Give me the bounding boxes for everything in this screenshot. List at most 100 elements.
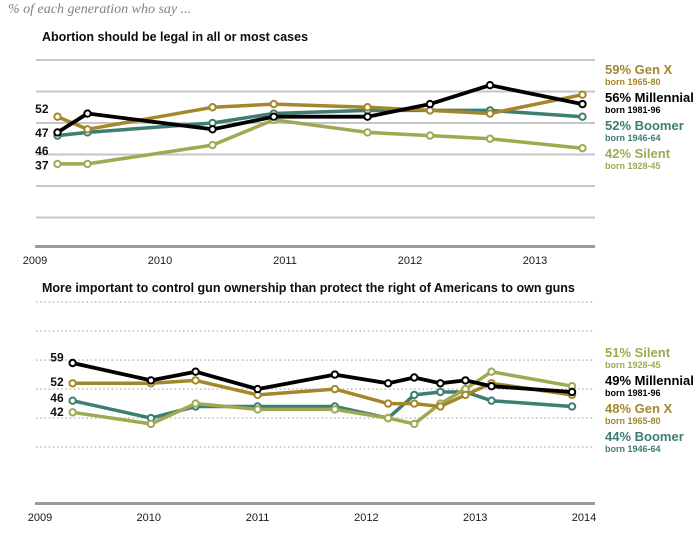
page-subtitle: % of each generation who say ...: [8, 2, 192, 17]
data-point-marker: [578, 112, 587, 121]
data-point-marker: [330, 370, 340, 379]
series-start-value-label: 46: [50, 391, 64, 405]
legend-entry-silent: 51% Silent born 1928-45: [605, 345, 697, 371]
legend-label: 51% Silent: [605, 345, 671, 360]
legend-label: 44% Boomer: [605, 429, 684, 444]
data-point-marker: [253, 384, 262, 394]
x-tick-label: 2011: [273, 255, 297, 267]
data-point-marker: [485, 134, 495, 143]
data-point-marker: [410, 390, 419, 400]
legend-label: 42% Silent: [605, 146, 671, 161]
legend-label: 49% Millennial: [605, 373, 694, 388]
legend-entry-boomer: 44% Boomer born 1946-64: [605, 429, 697, 455]
series-start-value-label: 59: [50, 351, 64, 365]
data-point-marker: [191, 376, 200, 385]
legend-abortion-chart: 59% Gen X born 1965-80 56% Millennial bo…: [605, 63, 697, 175]
x-tick-label: 2009: [28, 512, 52, 524]
series-line-silent: [55, 118, 585, 166]
series-start-value-label: 52: [50, 375, 64, 389]
data-point-marker: [191, 367, 200, 376]
data-point-marker: [425, 99, 435, 109]
legend-born-range: born 1946-64: [605, 133, 661, 143]
data-point-marker: [68, 408, 77, 417]
legend-born-range: born 1946-64: [605, 444, 661, 454]
data-point-marker: [436, 379, 445, 388]
x-tick-label: 2013: [463, 512, 487, 524]
data-point-marker: [146, 376, 156, 385]
x-tick-label: 2010: [137, 512, 161, 524]
data-point-marker: [363, 128, 372, 137]
chart-title-abortion: Abortion should be legal in all or most …: [42, 30, 309, 44]
legend-entry-boomer: 52% Boomer born 1946-64: [605, 118, 697, 144]
legend-label: 48% Gen X: [605, 401, 673, 416]
data-point-marker: [436, 387, 445, 397]
legend-born-range: born 1928-45: [605, 161, 661, 171]
data-point-marker: [330, 384, 340, 394]
data-point-marker: [383, 379, 393, 388]
legend-label: 56% Millennial: [605, 90, 694, 105]
data-point-marker: [53, 128, 62, 137]
data-point-marker: [146, 419, 156, 429]
data-point-marker: [461, 390, 470, 400]
data-point-marker: [578, 99, 587, 109]
data-point-marker: [330, 405, 340, 414]
data-point-marker: [383, 413, 393, 423]
data-point-marker: [487, 396, 496, 405]
data-point-marker: [191, 399, 200, 408]
series-line-boomer: [55, 108, 585, 138]
legend-label: 59% Gen X: [605, 62, 673, 77]
data-point-marker: [53, 159, 62, 169]
legend-entry-silent: 42% Silent born 1928-45: [605, 146, 697, 172]
series-start-value-label: 37: [35, 158, 49, 172]
data-point-marker: [425, 131, 435, 140]
x-tick-label: 2013: [523, 255, 547, 267]
series-start-value-label: 42: [50, 405, 64, 419]
legend-label: 52% Boomer: [605, 118, 684, 133]
data-point-marker: [253, 405, 262, 414]
x-tick-label: 2010: [148, 255, 172, 267]
data-point-marker: [567, 387, 577, 397]
data-point-marker: [68, 379, 77, 388]
series-start-value-label: 52: [35, 102, 49, 116]
data-point-marker: [68, 358, 77, 368]
legend-born-range: born 1965-80: [605, 77, 661, 87]
legend-entry-genx: 48% Gen X born 1965-80: [605, 401, 697, 427]
series-line-millennial: [55, 83, 585, 135]
series-start-value-label: 46: [35, 144, 49, 158]
data-point-marker: [208, 103, 217, 112]
data-point-marker: [436, 402, 445, 411]
data-point-marker: [53, 112, 62, 121]
data-point-marker: [410, 419, 419, 429]
x-tick-label: 2009: [23, 255, 47, 267]
legend-born-range: born 1981-96: [605, 388, 661, 398]
data-point-marker: [485, 109, 495, 118]
data-point-marker: [410, 399, 419, 408]
data-point-marker: [578, 90, 587, 99]
x-tick-label: 2011: [246, 512, 270, 524]
data-point-marker: [83, 125, 92, 134]
legend-entry-millennial: 49% Millennial born 1981-96: [605, 373, 697, 399]
data-point-marker: [83, 159, 92, 169]
legend-gun-chart: 51% Silent born 1928-45 49% Millennial b…: [605, 346, 697, 458]
series-start-value-label: 47: [35, 126, 49, 140]
legend-entry-millennial: 56% Millennial born 1981-96: [605, 90, 697, 116]
chart-title-gun-control: More important to control gun ownership …: [42, 281, 575, 295]
data-point-marker: [461, 376, 470, 385]
data-point-marker: [485, 81, 495, 90]
x-tick-label: 2014: [572, 512, 596, 524]
data-point-marker: [83, 109, 92, 118]
legend-born-range: born 1981-96: [605, 105, 661, 115]
data-point-marker: [208, 125, 217, 134]
series-line-gen-x: [55, 92, 585, 132]
data-point-marker: [68, 396, 77, 405]
x-tick-label: 2012: [398, 255, 422, 267]
legend-entry-genx: 59% Gen X born 1965-80: [605, 62, 697, 88]
data-point-marker: [269, 99, 278, 109]
data-point-marker: [487, 382, 496, 391]
data-point-marker: [578, 144, 587, 153]
series-line-millennial: [70, 361, 574, 394]
legend-born-range: born 1928-45: [605, 360, 661, 370]
data-point-marker: [363, 103, 372, 112]
